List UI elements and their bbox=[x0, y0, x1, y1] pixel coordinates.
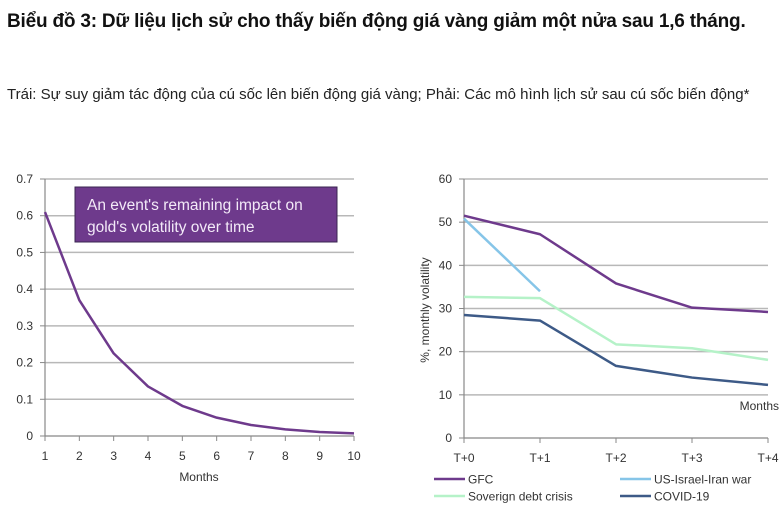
series-line-covid-19 bbox=[463, 313, 769, 387]
x-tick-label: 8 bbox=[282, 449, 289, 463]
y-tick-label: 0 bbox=[26, 429, 33, 443]
x-axis-label: Months bbox=[179, 470, 218, 484]
x-tick-label: T+4 bbox=[757, 451, 778, 465]
x-tick-label: T+2 bbox=[605, 451, 626, 465]
legend-label: COVID-19 bbox=[654, 490, 710, 504]
y-tick-label: 0.7 bbox=[16, 172, 33, 186]
chart-title: Biểu đồ 3: Dữ liệu lịch sử cho thấy biến… bbox=[7, 11, 746, 32]
x-tick-label: T+3 bbox=[681, 451, 702, 465]
y-tick-label: 0.4 bbox=[16, 282, 33, 296]
y-tick-label: 20 bbox=[439, 345, 453, 359]
legend-label: Soverign debt crisis bbox=[468, 490, 573, 504]
x-tick-label: 4 bbox=[145, 449, 152, 463]
x-tick-label: T+0 bbox=[453, 451, 474, 465]
annotation-box bbox=[74, 186, 338, 243]
x-tick-label: 5 bbox=[179, 449, 186, 463]
annotation-text: An event's remaining impact on bbox=[87, 197, 303, 214]
series-line-soverign-debt-crisis bbox=[463, 295, 769, 362]
x-axis-label: Months bbox=[740, 399, 779, 413]
legend-label: GFC bbox=[468, 473, 494, 487]
y-tick-label: 30 bbox=[439, 302, 453, 316]
y-tick-label: 0.2 bbox=[16, 356, 33, 370]
x-tick-label: 3 bbox=[110, 449, 117, 463]
y-tick-label: 10 bbox=[439, 388, 453, 402]
series-line-decay bbox=[43, 211, 355, 435]
y-tick-label: 0.5 bbox=[16, 245, 33, 259]
y-tick-label: 0.1 bbox=[16, 392, 33, 406]
series-line-us-israel-iran-war bbox=[463, 217, 541, 293]
x-tick-label: 2 bbox=[76, 449, 83, 463]
chart-subtitle: Trái: Sự suy giảm tác động của cú sốc lê… bbox=[7, 86, 750, 103]
legend-label: US-Israel-Iran war bbox=[654, 473, 751, 487]
y-tick-label: 0.6 bbox=[16, 209, 33, 223]
x-tick-label: 1 bbox=[42, 449, 49, 463]
x-tick-label: 9 bbox=[316, 449, 323, 463]
x-tick-label: 7 bbox=[248, 449, 255, 463]
y-tick-label: 60 bbox=[439, 172, 453, 186]
y-axis-label: %, monthly volatility bbox=[418, 257, 432, 362]
x-tick-label: T+1 bbox=[529, 451, 550, 465]
y-tick-label: 0 bbox=[445, 431, 452, 445]
x-tick-label: 10 bbox=[347, 449, 361, 463]
y-tick-label: 40 bbox=[439, 258, 453, 272]
x-tick-label: 6 bbox=[213, 449, 220, 463]
y-tick-label: 50 bbox=[439, 215, 453, 229]
annotation-text: gold's volatility over time bbox=[87, 219, 255, 236]
y-tick-label: 0.3 bbox=[16, 319, 33, 333]
